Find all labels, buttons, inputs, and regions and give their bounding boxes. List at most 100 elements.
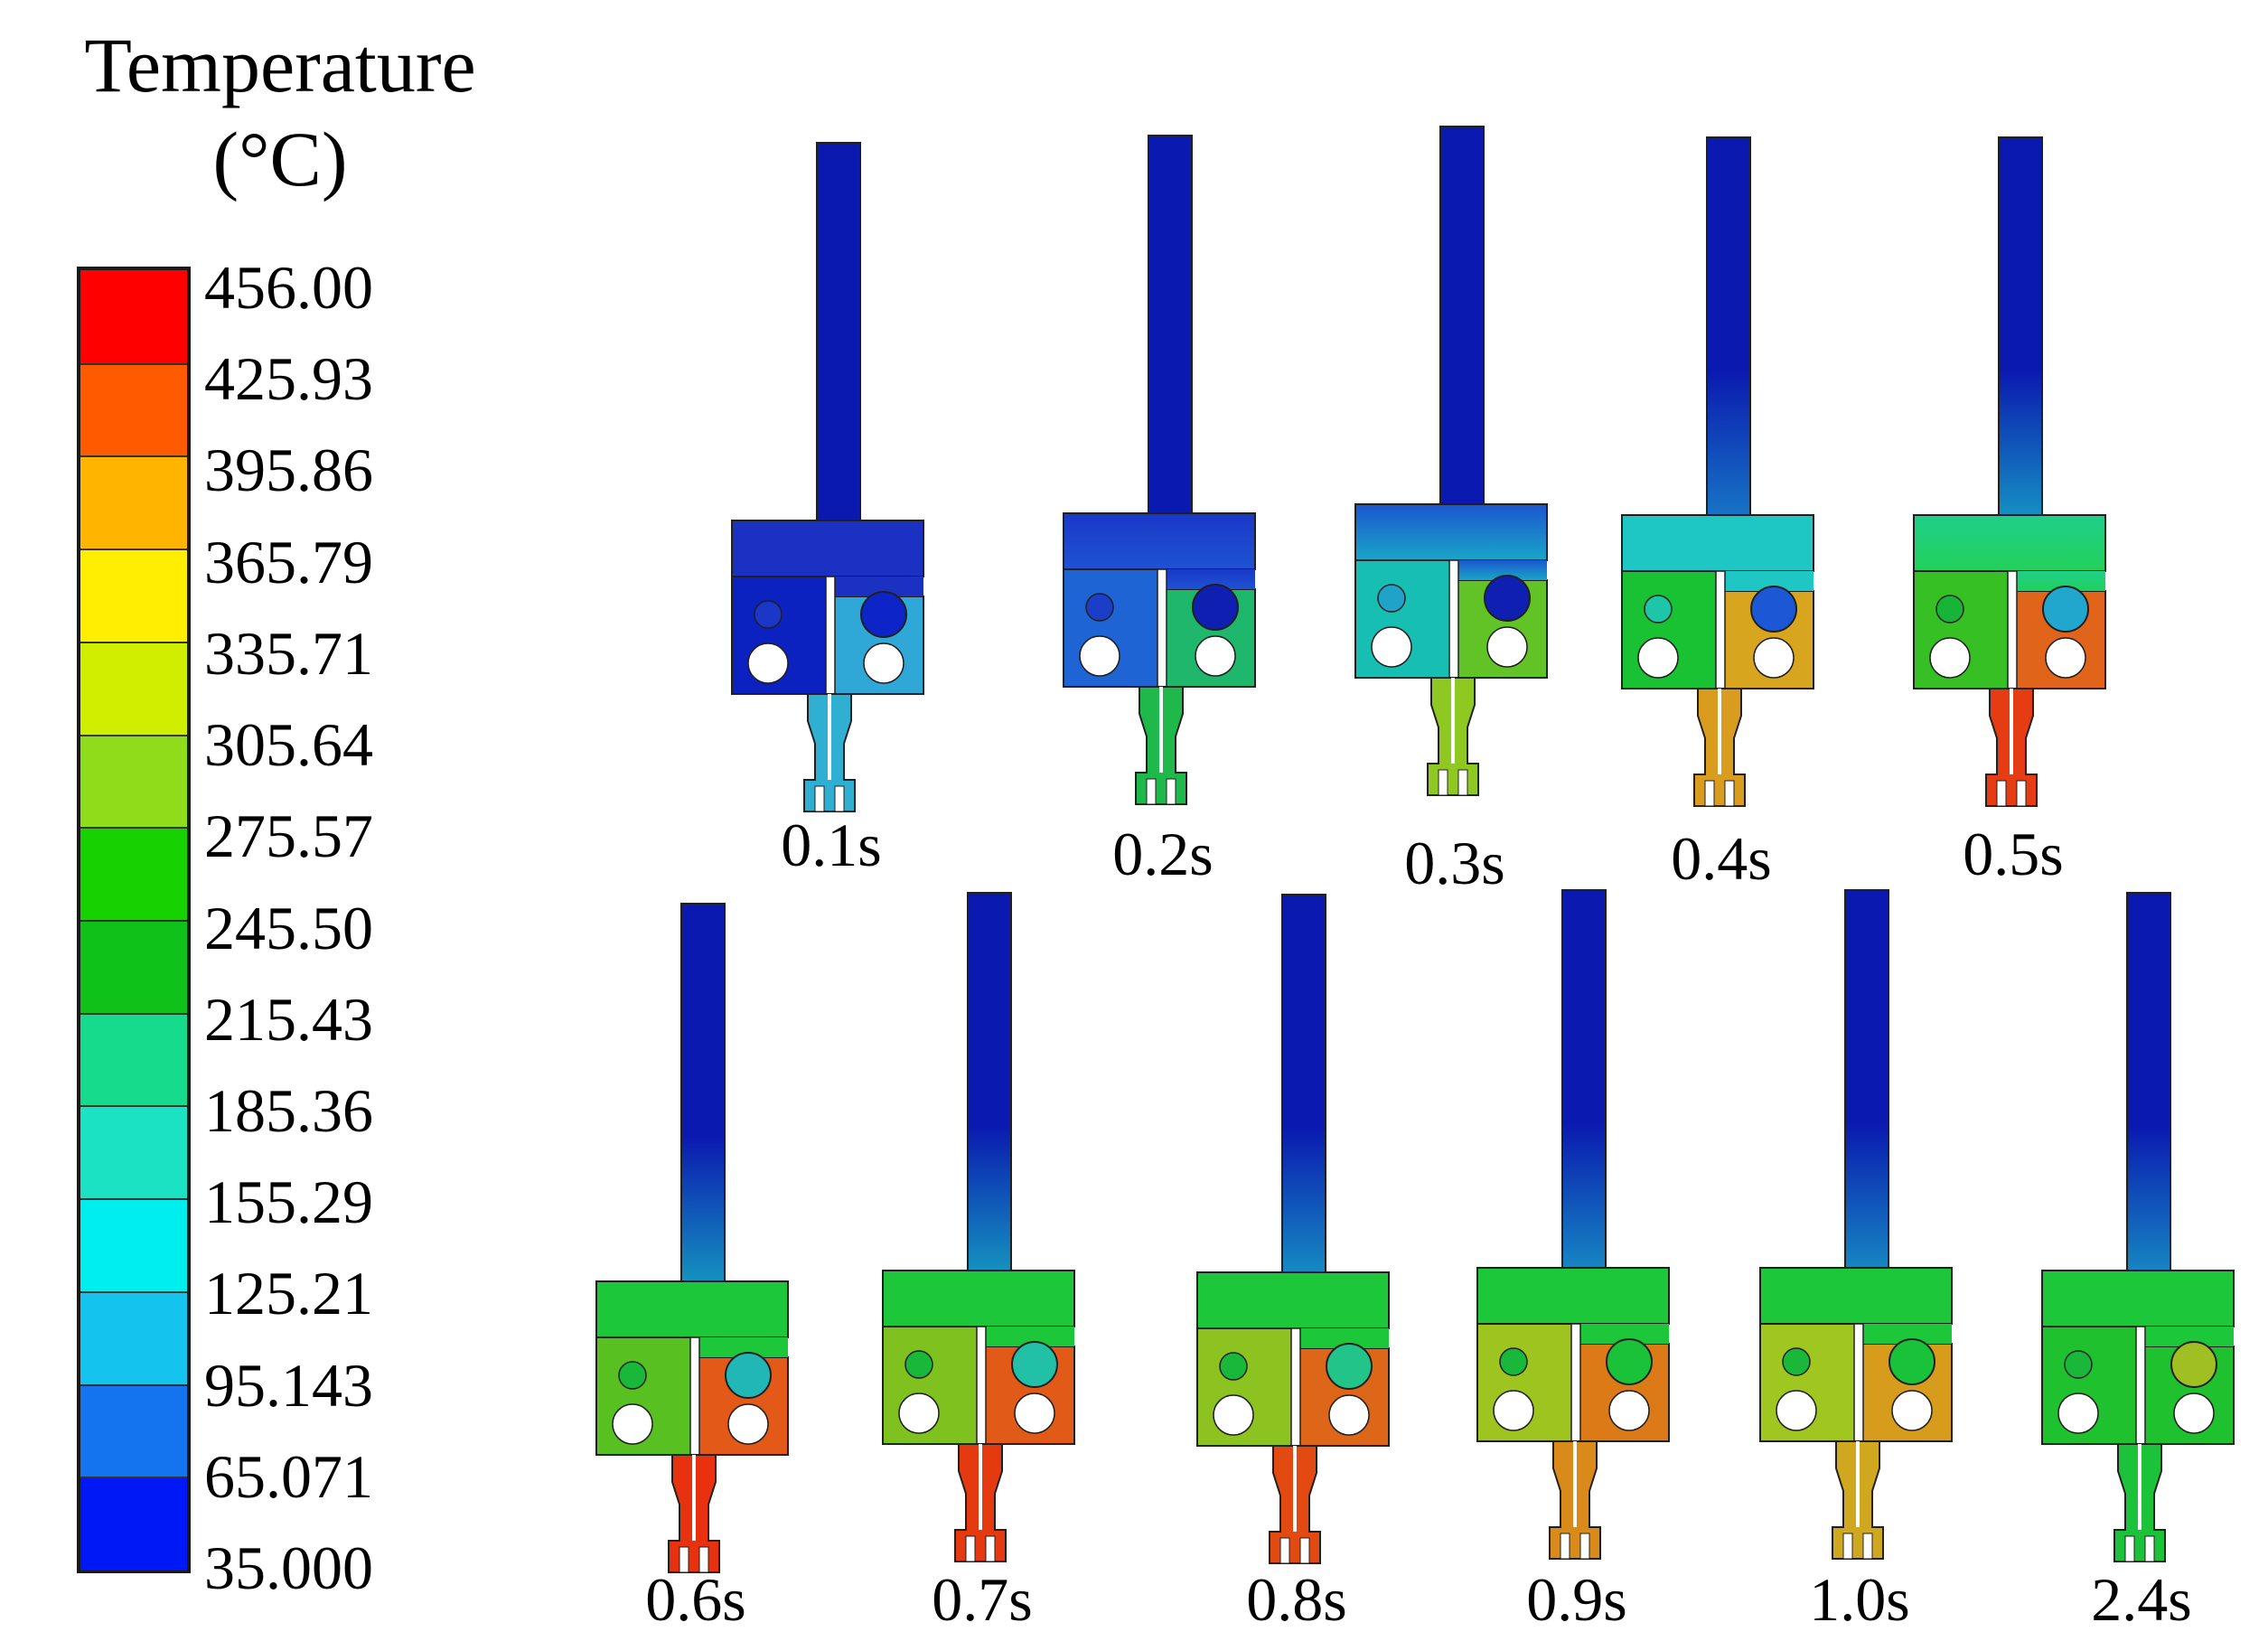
tip-notch-left [1560, 1533, 1570, 1560]
small-hole [1782, 1347, 1811, 1376]
right-block-top [2143, 1327, 2234, 1346]
right-block-top [833, 577, 923, 596]
coolant-hole [1888, 1338, 1935, 1385]
snapshot-drawing [882, 892, 1075, 1562]
tip-notch-right [985, 1535, 996, 1562]
electrode-stem [2126, 892, 2171, 1318]
legend-tick-label: 305.64 [204, 710, 373, 780]
bolt-hole-right [1608, 1390, 1650, 1431]
upper-block [882, 1270, 1075, 1327]
time-label: 2.4s [2091, 1565, 2192, 1634]
upper-block [1196, 1271, 1390, 1329]
bolt-hole-right [1014, 1393, 1055, 1434]
legend-color-bin [80, 1477, 187, 1571]
right-block-top [1861, 1324, 1952, 1344]
small-hole [754, 600, 783, 629]
tip-notch-left [1279, 1537, 1290, 1564]
right-block-top [984, 1327, 1074, 1346]
right-block-top [1579, 1324, 1669, 1344]
bolt-hole-left [747, 642, 789, 684]
tip-slit [1856, 1441, 1860, 1527]
legend-tick-label: 395.86 [204, 436, 373, 505]
bolt-hole-right [1328, 1394, 1370, 1436]
bolt-hole-left [1371, 626, 1412, 668]
coolant-hole [1484, 575, 1531, 622]
snapshot-drawing [1196, 894, 1390, 1564]
legend-tick-label: 185.36 [204, 1075, 373, 1145]
snapshot-drawing [1063, 135, 1256, 805]
bolt-hole-right [2045, 637, 2086, 679]
electrode-stem [1706, 136, 1751, 563]
upper-block [1759, 1267, 1953, 1325]
time-label: 0.5s [1963, 820, 2064, 888]
bolt-hole-left [1079, 635, 1120, 677]
tip-notch-left [1438, 769, 1448, 796]
coolant-hole [1606, 1338, 1653, 1385]
time-label: 0.9s [1526, 1565, 1627, 1634]
tip-notch-left [1842, 1533, 1853, 1560]
snapshot-drawing [2041, 892, 2235, 1562]
bolt-hole-right [863, 642, 904, 684]
small-hole [1219, 1352, 1248, 1381]
small-hole [1935, 595, 1964, 624]
tip-slit [2010, 689, 2013, 774]
legend-color-bin [80, 1383, 187, 1478]
electrode-stem [1439, 126, 1485, 552]
coolant-hole [725, 1352, 772, 1399]
bolt-hole-left [2057, 1393, 2099, 1434]
small-hole [1377, 584, 1406, 613]
electrode-stem [1844, 889, 1889, 1316]
legend-color-bin [80, 1198, 187, 1292]
bolt-hole-right [2173, 1393, 2215, 1434]
tip-notch-right [834, 785, 845, 812]
tip-notch-left [965, 1535, 976, 1562]
bolt-hole-left [898, 1393, 940, 1434]
time-label: 1.0s [1809, 1565, 1910, 1634]
tip-notch-left [2124, 1535, 2135, 1562]
legend-color-bin [80, 455, 187, 550]
bolt-hole-left [1213, 1394, 1254, 1436]
tip-notch-right [2016, 780, 2027, 807]
legend-tick-label: 215.43 [204, 984, 373, 1054]
legend-tick-label: 456.00 [204, 253, 373, 322]
tip-notch-left [679, 1546, 689, 1573]
electrode-stem [816, 142, 861, 568]
snapshot-drawing [1354, 126, 1548, 796]
upper-block [1063, 512, 1256, 570]
small-hole [1644, 595, 1673, 624]
bolt-hole-right [1195, 635, 1236, 677]
bolt-hole-right [1753, 637, 1795, 679]
tip-notch-left [1704, 780, 1715, 807]
small-hole [618, 1361, 647, 1390]
coolant-hole [860, 591, 907, 638]
snapshot-drawing [595, 903, 789, 1573]
legend-color-bin [80, 270, 187, 364]
coolant-hole [1011, 1341, 1058, 1388]
legend-tick-label: 425.93 [204, 344, 373, 414]
small-hole [1499, 1347, 1528, 1376]
tip-notch-right [1299, 1537, 1310, 1564]
legend-tick-label: 275.57 [204, 802, 373, 871]
coolant-hole [2042, 586, 2089, 633]
legend-color-bin [80, 641, 187, 736]
tip-slit [1573, 1441, 1577, 1527]
tip-notch-right [1457, 769, 1468, 796]
legend-color-bin [80, 827, 187, 921]
bolt-hole-left [612, 1403, 653, 1445]
tip-slit [2138, 1444, 2141, 1530]
electrode-stem [967, 892, 1012, 1318]
legend-color-bin [80, 1012, 187, 1107]
snapshot-drawing [1759, 889, 1953, 1560]
upper-block [595, 1280, 789, 1338]
coolant-hole [1326, 1343, 1373, 1390]
upper-block [1476, 1267, 1670, 1325]
snapshot-drawing [1913, 136, 2106, 807]
bolt-hole-left [1493, 1390, 1534, 1431]
coolant-hole [2170, 1341, 2217, 1388]
snapshot-drawing [731, 142, 924, 812]
legend-tick-label: 365.79 [204, 527, 373, 596]
legend-tick-label: 245.50 [204, 893, 373, 962]
small-hole [2064, 1350, 2093, 1379]
legend-title-line1: Temperature [84, 22, 476, 108]
